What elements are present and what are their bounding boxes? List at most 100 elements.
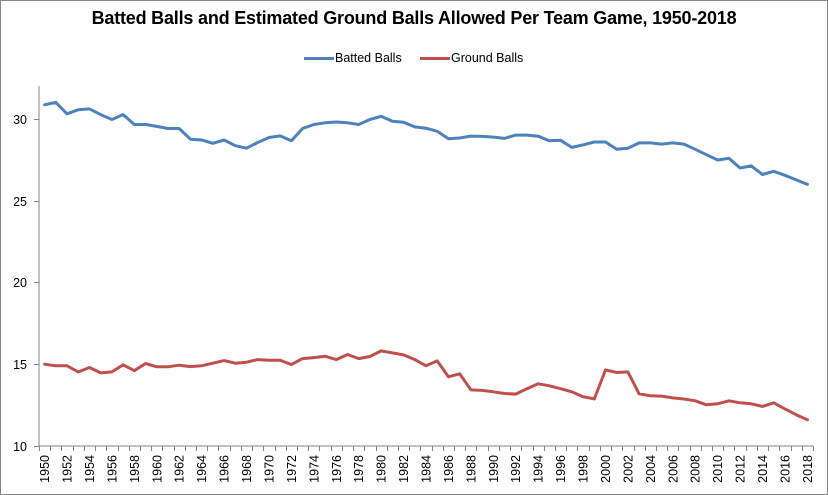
data-point-batted-balls — [234, 144, 237, 147]
x-tick-label: 1950 — [38, 455, 52, 483]
data-point-ground-balls — [436, 359, 439, 362]
data-point-batted-balls — [626, 147, 629, 150]
data-point-ground-balls — [660, 395, 663, 398]
data-point-ground-balls — [615, 371, 618, 374]
x-tick-label: 1964 — [195, 455, 209, 483]
y-tick-label: 30 — [13, 113, 27, 127]
data-point-ground-balls — [492, 390, 495, 393]
data-point-batted-balls — [391, 120, 394, 123]
data-point-ground-balls — [537, 382, 540, 385]
legend-label-ground-balls: Ground Balls — [451, 51, 524, 65]
x-tick-label: 1966 — [218, 455, 232, 483]
x-tick-label: 1990 — [487, 455, 501, 483]
data-point-batted-balls — [133, 123, 136, 126]
x-tick-label: 1968 — [240, 455, 254, 483]
data-point-batted-balls — [593, 141, 596, 144]
data-point-ground-balls — [638, 392, 641, 395]
data-point-batted-balls — [189, 138, 192, 141]
x-tick-label: 2002 — [621, 455, 635, 483]
data-point-ground-balls — [122, 363, 125, 366]
data-point-batted-balls — [503, 137, 506, 140]
y-tick-label: 25 — [13, 195, 27, 209]
data-point-batted-balls — [77, 108, 80, 111]
x-tick-label: 1992 — [509, 455, 523, 483]
data-point-ground-balls — [425, 364, 428, 367]
x-tick-label: 1960 — [150, 455, 164, 483]
data-point-ground-balls — [211, 362, 214, 365]
x-tick-label: 2000 — [599, 455, 613, 483]
x-tick-label: 1994 — [532, 455, 546, 483]
x-tick-label: 1970 — [262, 455, 276, 483]
data-point-batted-balls — [144, 123, 147, 126]
data-point-batted-balls — [211, 142, 214, 145]
data-point-ground-balls — [514, 393, 517, 396]
data-point-batted-balls — [795, 178, 798, 181]
data-point-ground-balls — [99, 371, 102, 374]
data-point-batted-balls — [660, 143, 663, 146]
data-point-batted-balls — [694, 148, 697, 151]
x-tick-label: 1958 — [128, 455, 142, 483]
data-point-batted-balls — [290, 139, 293, 142]
x-tick-label: 2018 — [801, 455, 815, 483]
data-point-batted-balls — [761, 173, 764, 176]
data-point-ground-balls — [245, 361, 248, 364]
data-point-ground-balls — [88, 366, 91, 369]
data-point-ground-balls — [167, 365, 170, 368]
data-point-batted-balls — [178, 127, 181, 130]
data-point-batted-balls — [671, 141, 674, 144]
x-tick-label: 1984 — [420, 455, 434, 483]
data-point-batted-balls — [413, 125, 416, 128]
data-point-ground-balls — [447, 375, 450, 378]
y-tick-label: 10 — [13, 440, 27, 454]
data-point-ground-balls — [144, 362, 147, 365]
x-tick-label: 2004 — [644, 455, 658, 483]
data-point-ground-balls — [727, 399, 730, 402]
x-tick-label: 2014 — [756, 455, 770, 483]
data-point-ground-balls — [784, 407, 787, 410]
x-tick-label: 2010 — [711, 455, 725, 483]
data-point-ground-balls — [346, 353, 349, 356]
data-point-ground-balls — [604, 368, 607, 371]
data-point-batted-balls — [806, 183, 809, 186]
data-point-batted-balls — [436, 130, 439, 133]
data-point-ground-balls — [559, 387, 562, 390]
data-point-batted-balls — [683, 143, 686, 146]
data-point-ground-balls — [178, 364, 181, 367]
data-point-ground-balls — [43, 363, 46, 366]
data-point-ground-balls — [290, 363, 293, 366]
x-tick-label: 1982 — [397, 455, 411, 483]
data-point-batted-balls — [537, 135, 540, 138]
data-point-batted-balls — [279, 134, 282, 137]
data-point-batted-balls — [245, 147, 248, 150]
chart-title: Batted Balls and Estimated Ground Balls … — [91, 8, 737, 28]
data-point-ground-balls — [593, 397, 596, 400]
data-point-ground-balls — [469, 388, 472, 391]
data-point-ground-balls — [806, 418, 809, 421]
data-point-batted-balls — [638, 141, 641, 144]
data-point-ground-balls — [716, 402, 719, 405]
data-point-ground-balls — [110, 370, 113, 373]
data-point-ground-balls — [189, 365, 192, 368]
data-point-batted-balls — [458, 137, 461, 140]
data-point-ground-balls — [761, 405, 764, 408]
data-point-ground-balls — [626, 370, 629, 373]
data-point-batted-balls — [43, 103, 46, 106]
x-tick-label: 1956 — [105, 455, 119, 483]
data-point-ground-balls — [380, 349, 383, 352]
data-point-ground-balls — [649, 394, 652, 397]
data-point-ground-balls — [368, 355, 371, 358]
data-point-batted-balls — [301, 127, 304, 130]
data-point-ground-balls — [324, 355, 327, 358]
y-tick-label: 20 — [13, 276, 27, 290]
x-tick-label: 1954 — [83, 455, 97, 483]
data-point-batted-balls — [268, 136, 271, 139]
data-point-batted-balls — [346, 121, 349, 124]
legend-item-ground-balls: Ground Balls — [420, 49, 523, 67]
data-point-ground-balls — [54, 364, 57, 367]
data-point-batted-balls — [66, 112, 69, 115]
data-point-ground-balls — [582, 395, 585, 398]
data-point-batted-balls — [727, 157, 730, 160]
data-point-ground-balls — [256, 358, 259, 361]
